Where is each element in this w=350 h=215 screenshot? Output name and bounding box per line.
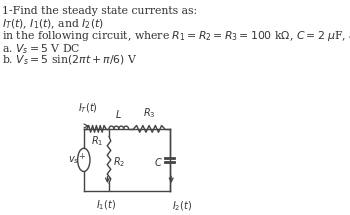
Text: $I_T(t)$: $I_T(t)$ — [78, 102, 98, 115]
Text: 1-Find the steady state currents as:: 1-Find the steady state currents as: — [2, 6, 197, 16]
Text: a. $V_s = 5$ V DC: a. $V_s = 5$ V DC — [2, 43, 80, 56]
Text: $L$: $L$ — [116, 108, 122, 120]
Text: $I_T(t)$, $I_1(t)$, and $I_2(t)$: $I_T(t)$, $I_1(t)$, and $I_2(t)$ — [2, 17, 104, 31]
Text: in the following circuit, where $R_1 = R_2 = R_3 =100$ k$\Omega$, $C = 2$ $\mu$F: in the following circuit, where $R_1 = R… — [2, 29, 350, 43]
Text: $I_1(t)$: $I_1(t)$ — [96, 199, 117, 212]
Text: $v_s$: $v_s$ — [68, 154, 79, 166]
Text: $R_1$: $R_1$ — [91, 134, 104, 147]
Text: $R_2$: $R_2$ — [113, 155, 125, 169]
Text: $R_3$: $R_3$ — [143, 106, 155, 120]
Text: $I_2(t)$: $I_2(t)$ — [172, 200, 192, 213]
Text: b. $V_s = 5$ sin$(2\pi t+\pi/6)$ V: b. $V_s = 5$ sin$(2\pi t+\pi/6)$ V — [2, 53, 138, 67]
Text: $C$: $C$ — [154, 156, 162, 168]
Text: +: + — [78, 152, 85, 161]
